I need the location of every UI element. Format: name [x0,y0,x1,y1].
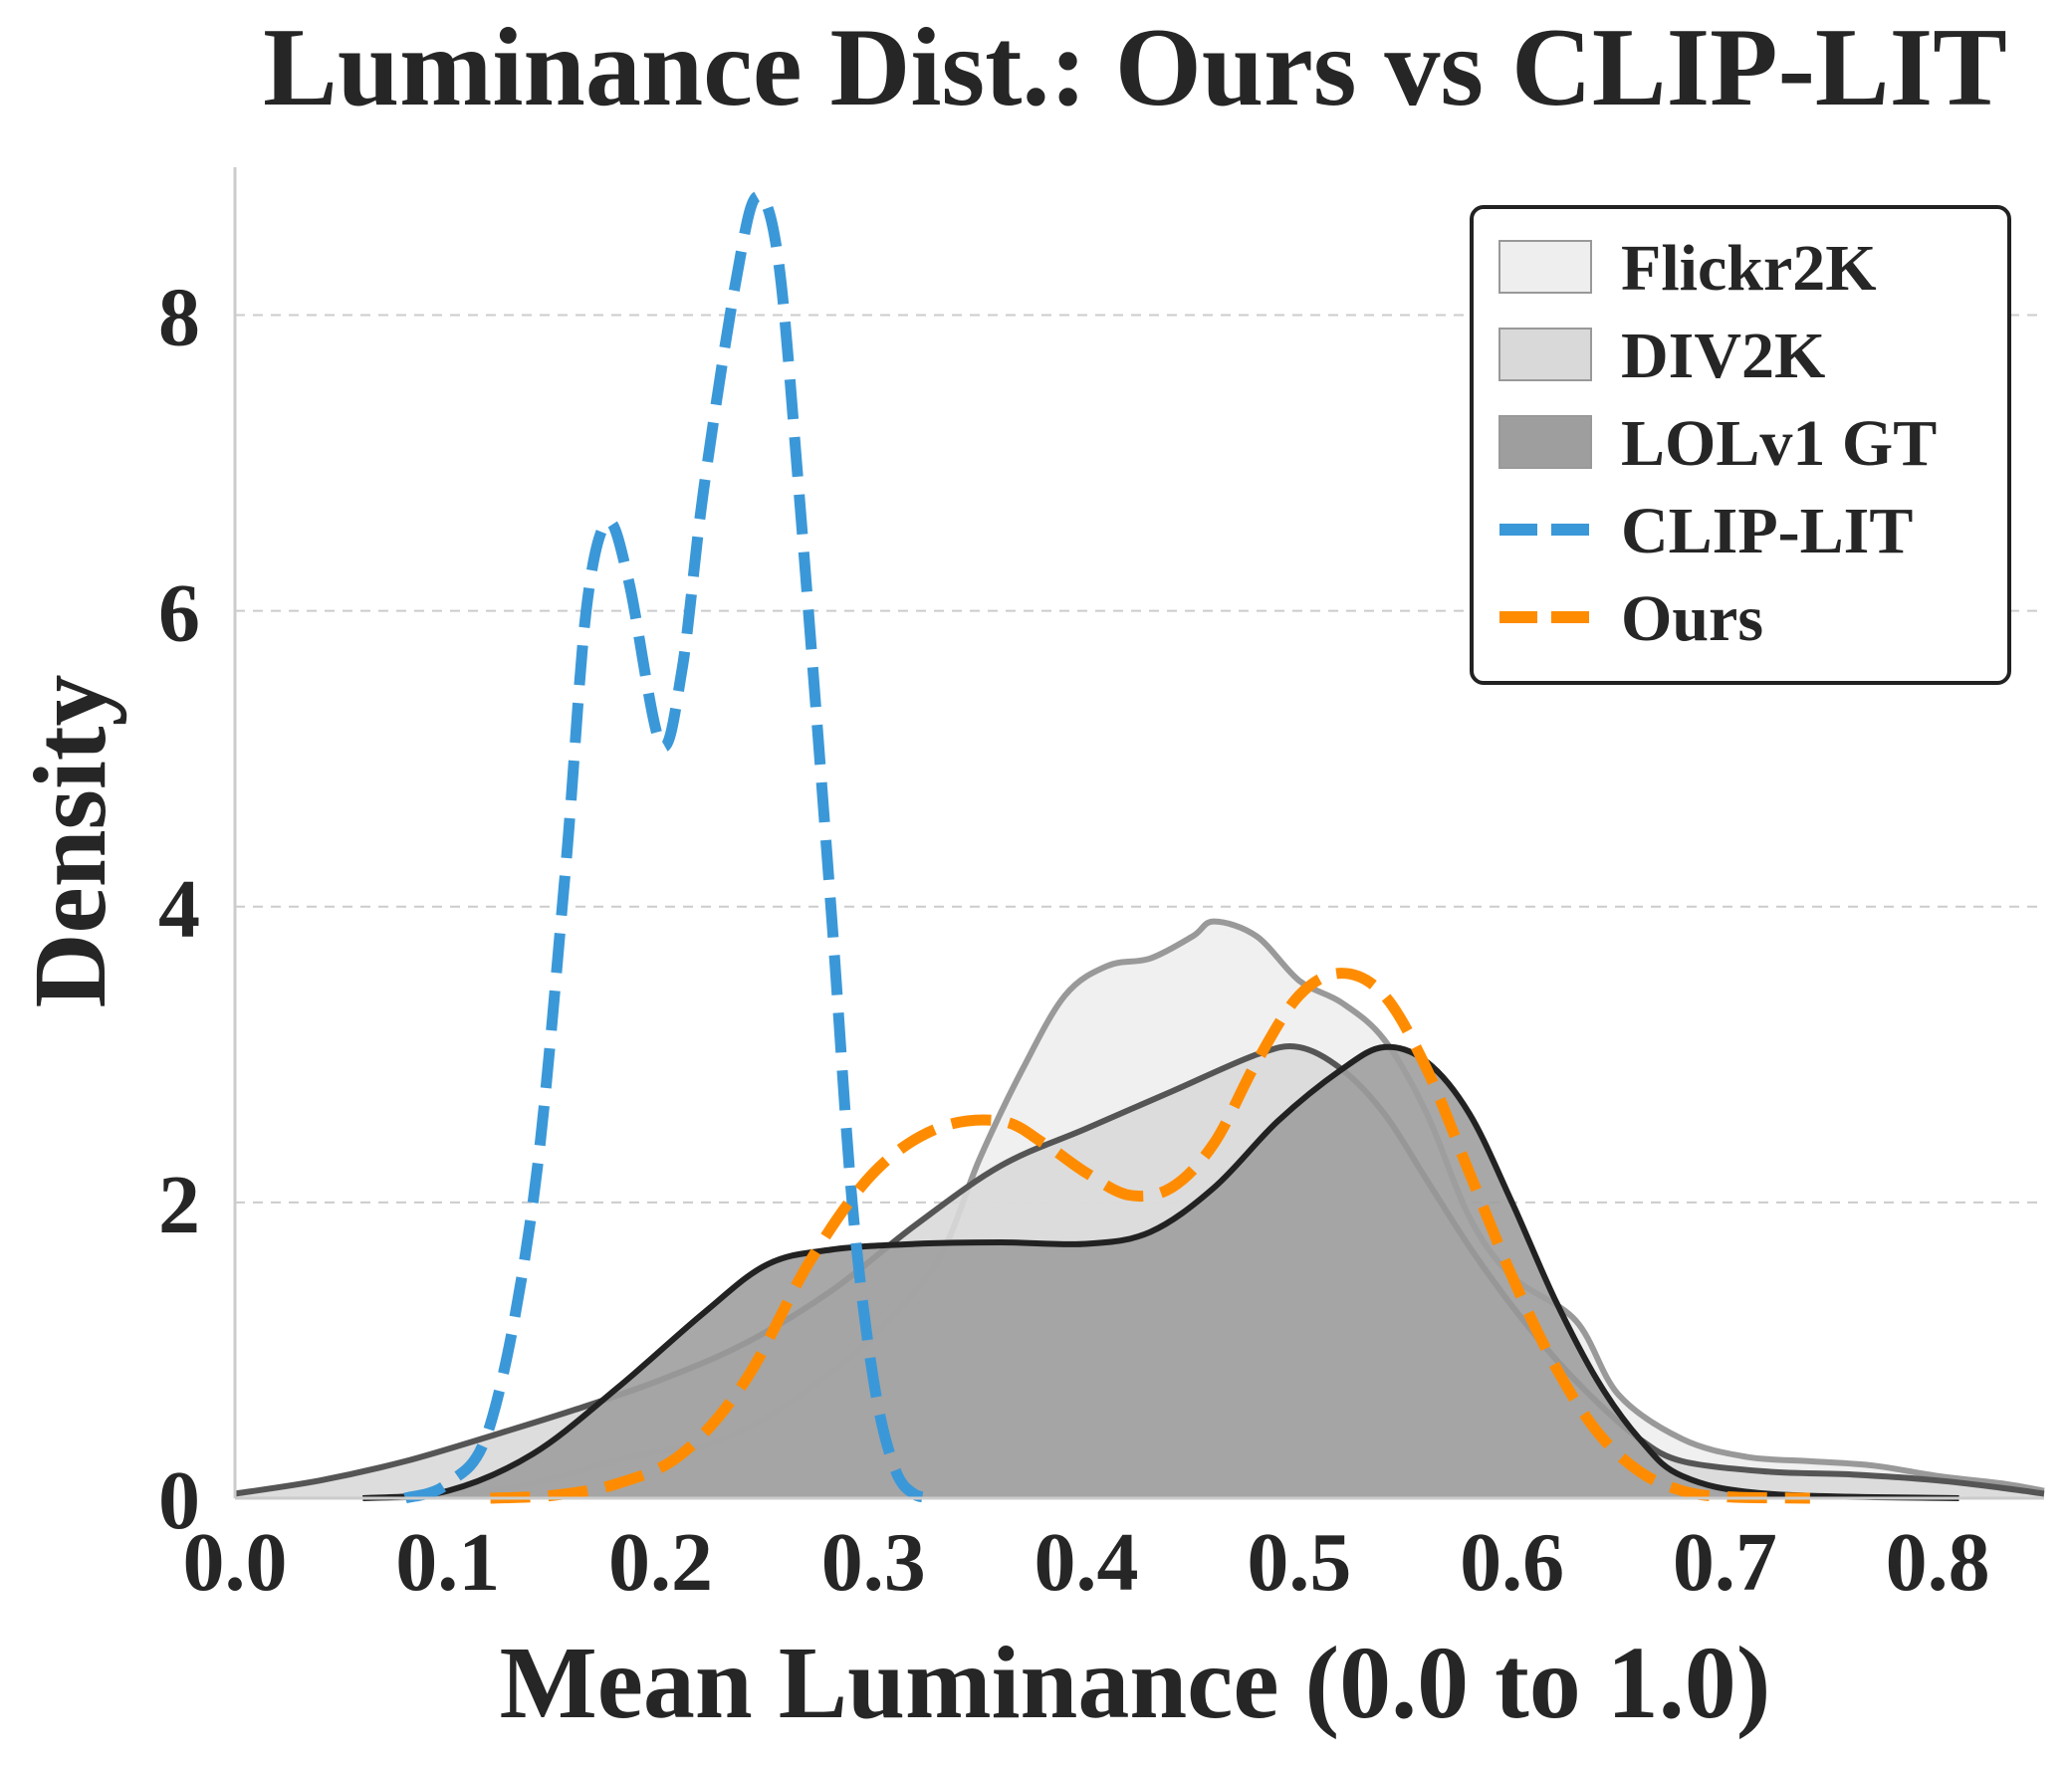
x-axis-label: Mean Luminance (0.0 to 1.0) [500,1626,1771,1740]
legend: Flickr2K DIV2K LOLv1 GT CLIP-LIT Ours [1470,205,2011,685]
legend-label-clip-lit: CLIP-LIT [1621,495,1913,567]
series-fills [234,918,2045,1501]
x-tick-labels: 0.0 0.1 0.2 0.3 0.4 0.5 0.6 0.7 0.8 [183,1516,1990,1609]
x-tick-label: 0.7 [1673,1516,1777,1609]
y-tick-labels: 0 2 4 6 8 [158,272,200,1547]
chart-title: Luminance Dist.: Ours vs CLIP-LIT [263,6,2007,129]
y-tick-label: 2 [158,1159,200,1251]
x-tick-label: 0.5 [1247,1516,1351,1609]
axes [233,167,2044,1500]
x-tick-label: 0.0 [183,1516,288,1609]
legend-label-ours: Ours [1621,582,1763,655]
series-line-ours [490,968,1810,1504]
legend-swatch-lolv1-gt [1498,415,1592,469]
series-lines [403,190,1810,1504]
x-tick-label: 0.4 [1035,1516,1139,1609]
y-tick-label: 0 [158,1454,200,1547]
x-tick-label: 0.2 [608,1516,713,1609]
legend-swatch-div2k [1498,328,1592,381]
x-tick-label: 0.1 [395,1516,500,1609]
y-tick-label: 8 [158,272,200,364]
legend-label-div2k: DIV2K [1621,320,1825,392]
series-line-lolv1-gt [362,1043,1959,1501]
series-line-clip-lit [403,190,939,1504]
x-tick-label: 0.6 [1460,1516,1564,1609]
x-tick-label: 0.3 [821,1516,926,1609]
legend-box [1470,205,2011,685]
legend-label-lolv1-gt: LOLv1 GT [1621,407,1937,480]
legend-swatch-flickr2k [1498,240,1592,294]
legend-label-flickr2k: Flickr2K [1621,232,1877,305]
y-tick-label: 6 [158,567,200,660]
y-tick-label: 4 [158,863,200,956]
x-tick-label: 0.8 [1886,1516,1990,1609]
y-axis-label: Density [13,674,127,1007]
